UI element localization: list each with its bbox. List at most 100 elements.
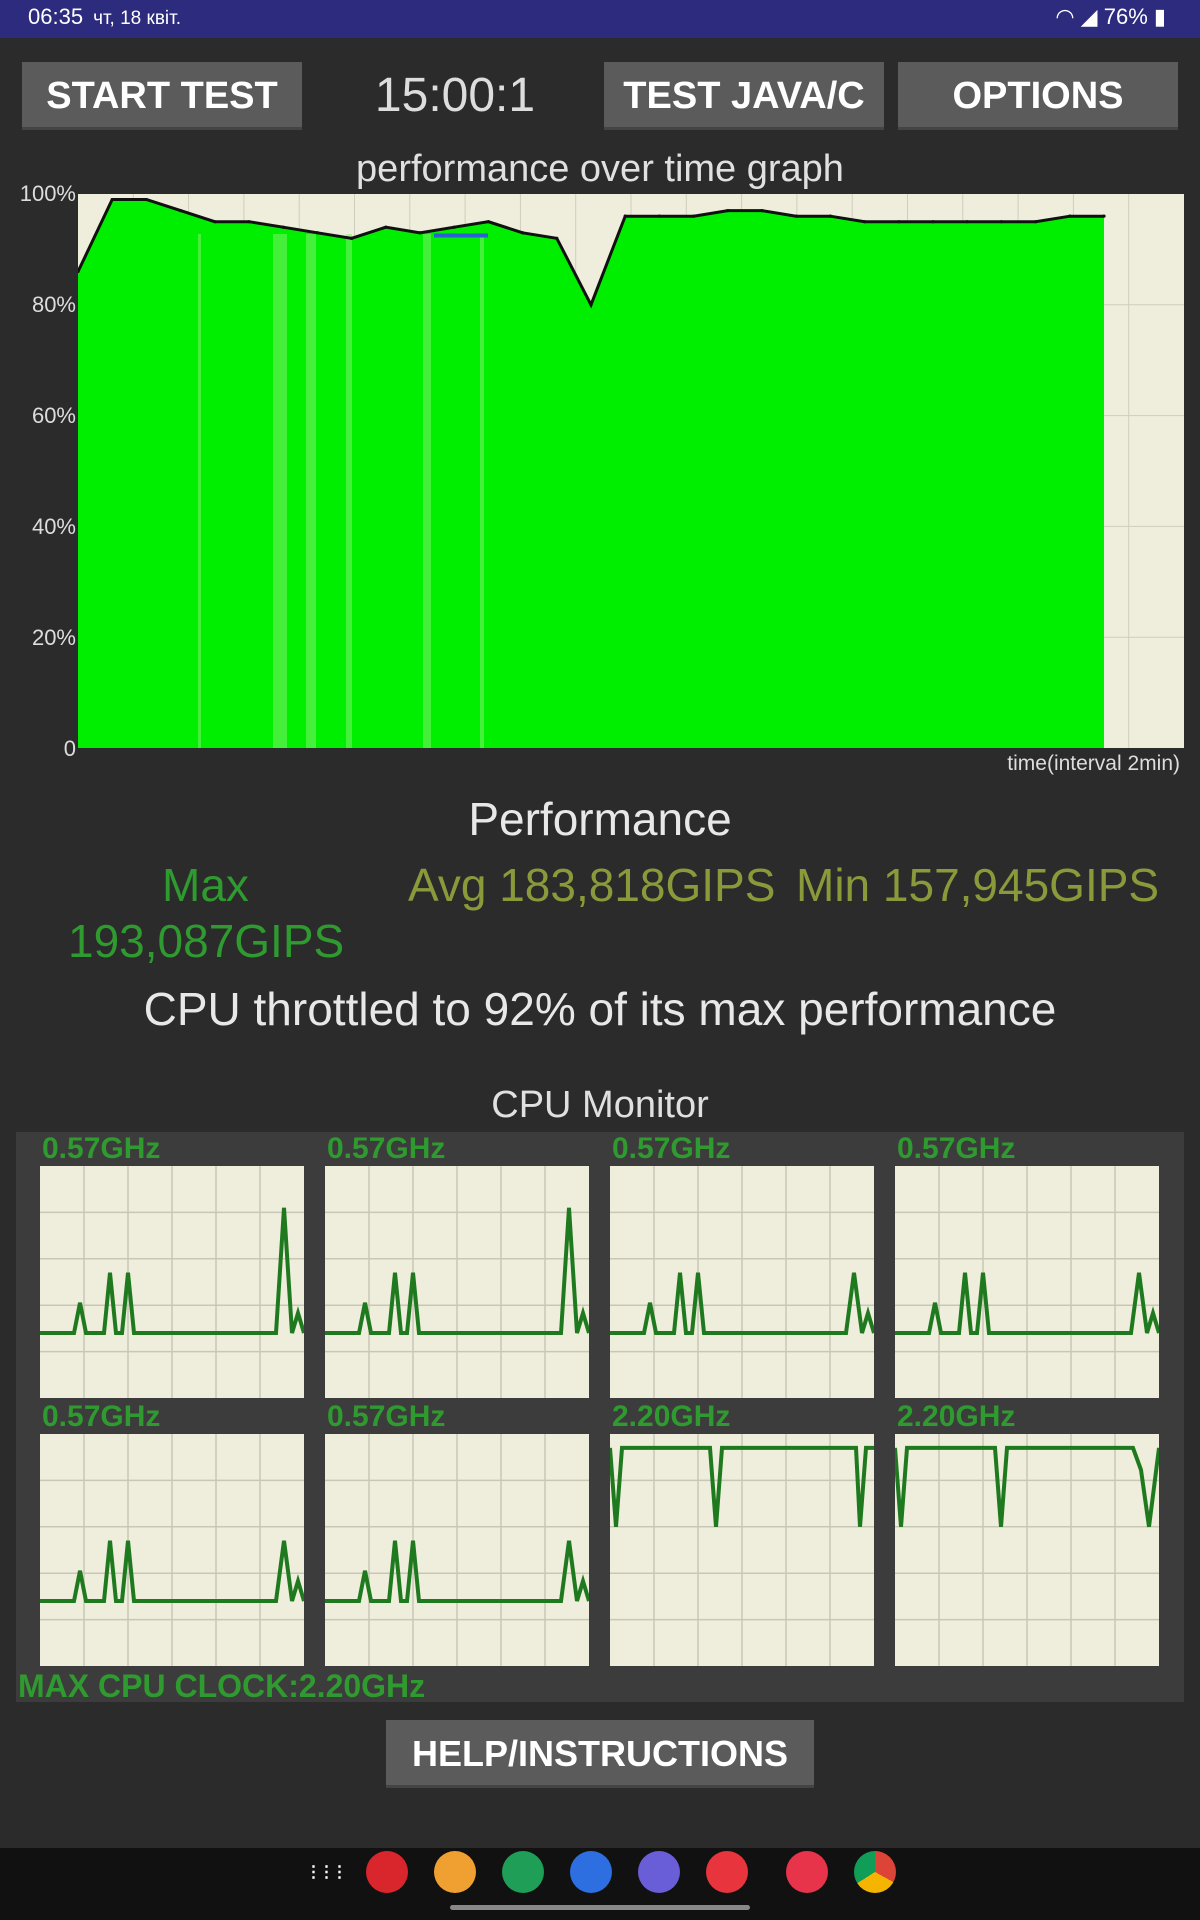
clock: 06:35	[28, 4, 84, 29]
performance-point	[623, 214, 627, 218]
performance-point	[999, 220, 1004, 224]
max-label: Max	[162, 859, 249, 911]
core-load-line	[610, 1272, 874, 1336]
y-tick-0: 0	[63, 736, 76, 761]
performance-point	[247, 220, 251, 224]
core-6-graph	[325, 1434, 589, 1666]
store-icon[interactable]	[786, 1851, 828, 1893]
performance-point	[897, 220, 901, 224]
performance-point	[110, 197, 114, 202]
performance-point	[144, 197, 148, 202]
max-value: 193,087GIPS	[68, 915, 345, 967]
options-button[interactable]: OPTIONS	[898, 62, 1178, 130]
performance-point	[486, 220, 490, 224]
performance-point	[452, 225, 456, 229]
performance-point	[1102, 214, 1106, 218]
performance-point	[657, 214, 662, 218]
core-4-frequency: 0.57GHz	[897, 1132, 1016, 1165]
home-indicator[interactable]	[450, 1905, 750, 1910]
apps-grid-icon[interactable]: ⋮⋮⋮	[305, 1864, 348, 1881]
core-8-frequency: 2.20GHz	[897, 1400, 1016, 1433]
status-bar: 06:35 чт, 18 квіт. ◠ ◢ 76% ▮	[0, 0, 1200, 38]
test-java-c-button[interactable]: TEST JAVA/C	[604, 62, 884, 130]
core-1-frequency: 0.57GHz	[42, 1132, 161, 1165]
status-date: чт, 18 квіт.	[93, 8, 182, 29]
core-load-line	[895, 1272, 1159, 1336]
y-tick-80: 80%	[31, 292, 76, 317]
help-instructions-button[interactable]: HELP/INSTRUCTIONS	[386, 1720, 814, 1788]
performance-point	[1068, 214, 1072, 218]
performance-point	[726, 209, 730, 213]
y-tick-60: 60%	[31, 403, 76, 428]
min-value: Min 157,945GIPS	[796, 859, 1160, 911]
performance-point	[384, 225, 388, 229]
x-axis-label: time(interval 2min)	[1007, 752, 1180, 775]
performance-area	[78, 199, 1104, 748]
status-time: 06:35 чт, 18 квіт.	[28, 4, 181, 30]
files-icon[interactable]	[434, 1851, 476, 1893]
core-load-line	[325, 1540, 589, 1604]
messages-icon[interactable]	[570, 1851, 612, 1893]
test-timer: 15:00:1	[374, 69, 536, 122]
youtube-icon[interactable]	[706, 1851, 748, 1893]
flipboard-icon[interactable]	[366, 1851, 408, 1893]
performance-point	[965, 220, 969, 224]
wifi-icon: ◠	[1055, 4, 1075, 29]
performance-point	[1034, 220, 1038, 224]
core-3-frequency: 0.57GHz	[612, 1132, 731, 1165]
y-tick-20: 20%	[31, 625, 76, 650]
start-test-button[interactable]: START TEST	[22, 62, 302, 130]
performance-graph	[78, 194, 1184, 748]
performance-point	[589, 303, 593, 307]
performance-point	[555, 236, 559, 240]
graph-stripe	[273, 234, 287, 748]
battery-icon: ▮	[1153, 4, 1166, 29]
phone-icon[interactable]	[502, 1851, 544, 1893]
performance-point	[78, 269, 80, 274]
battery-percent: 76%	[1103, 4, 1148, 29]
chrome-icon[interactable]	[854, 1851, 896, 1893]
performance-point	[281, 225, 285, 229]
core-load-line	[325, 1207, 589, 1336]
signal-icon: ◢	[1080, 4, 1098, 29]
y-tick-40: 40%	[31, 514, 76, 539]
core-2-graph	[325, 1166, 589, 1398]
graph-title: performance over time graph	[356, 148, 844, 190]
core-1-graph	[40, 1166, 304, 1398]
performance-point	[315, 231, 319, 235]
core-4-graph	[895, 1166, 1159, 1398]
performance-point	[179, 209, 183, 213]
internet-icon[interactable]	[638, 1851, 680, 1893]
core-load-line	[610, 1445, 874, 1527]
graph-stripe	[198, 234, 201, 748]
core-8-graph	[895, 1434, 1159, 1666]
graph-stripe	[480, 234, 484, 748]
performance-point	[692, 214, 696, 218]
graph-stripe	[306, 234, 316, 748]
core-load-line	[40, 1207, 304, 1336]
performance-point	[521, 231, 525, 235]
core-7-graph	[610, 1434, 874, 1666]
core-5-frequency: 0.57GHz	[42, 1400, 161, 1433]
performance-point	[863, 220, 867, 224]
y-tick-100: 100%	[19, 181, 76, 206]
graph-stripe	[423, 234, 431, 748]
cpu-monitor-title: CPU Monitor	[491, 1084, 709, 1126]
core-load-line	[40, 1540, 304, 1604]
status-right: ◠ ◢ 76% ▮	[1055, 4, 1166, 30]
performance-point	[760, 209, 764, 213]
performance-point	[213, 220, 217, 224]
performance-title: Performance	[468, 793, 732, 845]
graph-stripe	[346, 234, 352, 748]
avg-value: Avg 183,818GIPS	[408, 859, 776, 911]
core-7-frequency: 2.20GHz	[612, 1400, 731, 1433]
performance-point	[350, 236, 354, 240]
core-load-line	[895, 1445, 1159, 1528]
core-6-frequency: 0.57GHz	[327, 1400, 446, 1433]
performance-point	[794, 214, 798, 218]
max-cpu-clock: MAX CPU CLOCK:2.20GHz	[18, 1668, 426, 1704]
performance-point	[418, 231, 422, 235]
core-2-frequency: 0.57GHz	[327, 1132, 446, 1165]
throttle-summary: CPU throttled to 92% of its max performa…	[143, 983, 1057, 1035]
performance-point	[931, 220, 935, 224]
